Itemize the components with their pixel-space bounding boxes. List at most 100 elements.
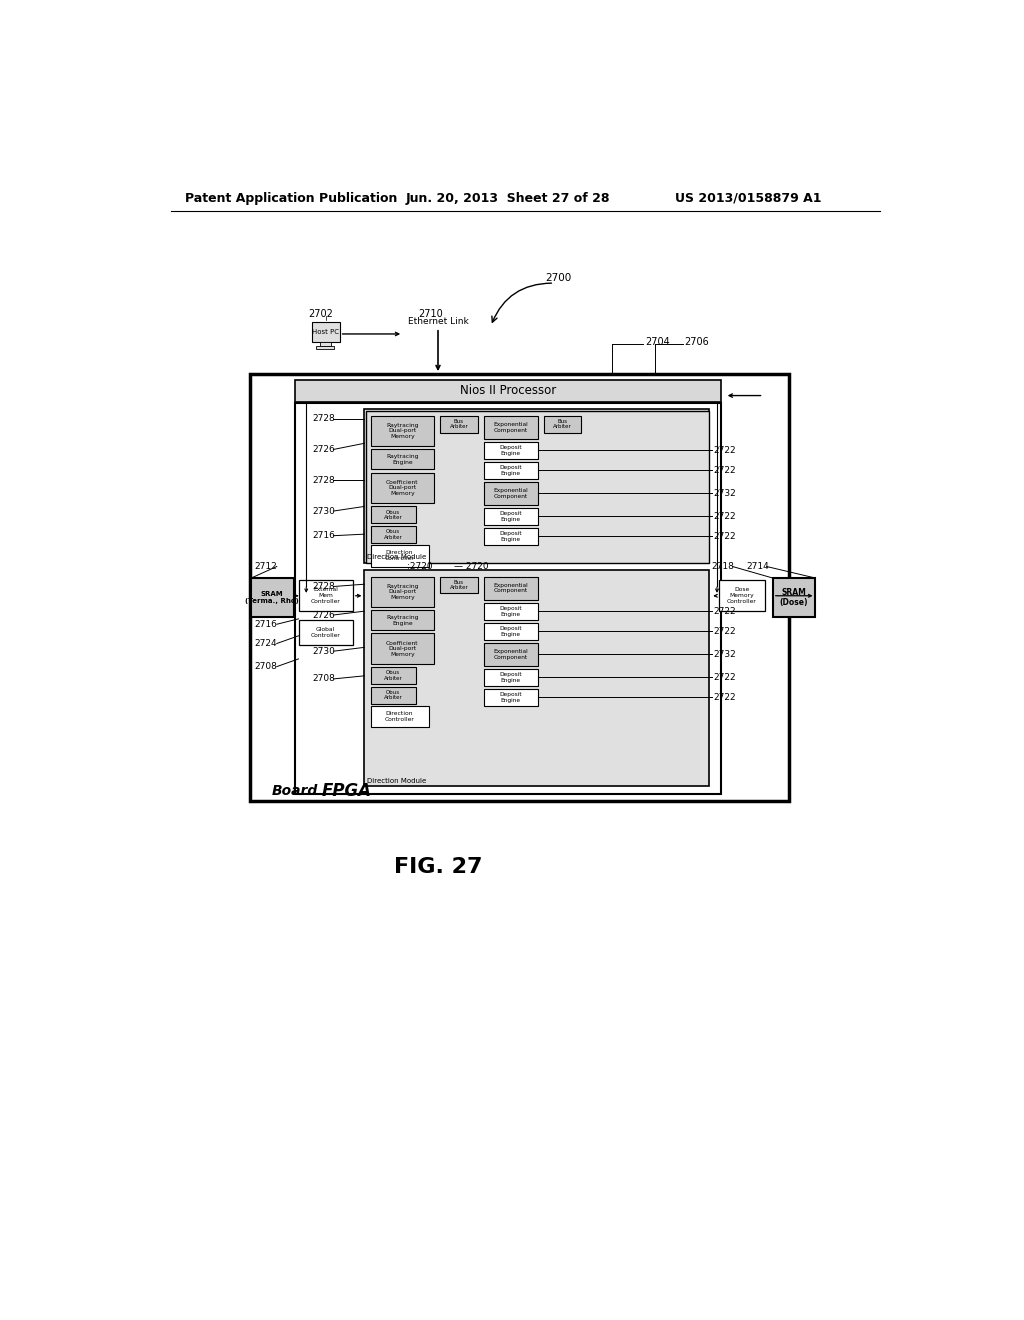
Text: 2724: 2724 — [254, 639, 276, 648]
Bar — [371, 706, 429, 727]
Bar — [371, 416, 434, 446]
Text: 2712: 2712 — [254, 562, 278, 572]
Bar — [483, 416, 538, 438]
Text: Global
Controller: Global Controller — [310, 627, 341, 638]
Bar — [371, 507, 416, 524]
Text: Deposit
Engine: Deposit Engine — [500, 692, 522, 702]
Text: Obus
Arbiter: Obus Arbiter — [384, 510, 402, 520]
Text: 2704: 2704 — [646, 337, 671, 347]
Text: 2718: 2718 — [712, 562, 734, 572]
Text: :2720: :2720 — [407, 562, 432, 572]
Text: 2700: 2700 — [545, 273, 571, 282]
Text: Ethernet Link: Ethernet Link — [408, 317, 468, 326]
Text: Host PC: Host PC — [312, 330, 339, 335]
Text: 2716: 2716 — [254, 620, 278, 628]
Bar — [773, 578, 815, 616]
Bar — [371, 525, 416, 543]
Text: Deposit
Engine: Deposit Engine — [500, 445, 522, 455]
Bar — [719, 581, 765, 611]
Text: Exponential
Component: Exponential Component — [494, 488, 528, 499]
Text: 2716: 2716 — [312, 531, 335, 540]
Bar — [440, 416, 477, 433]
Text: Deposit
Engine: Deposit Engine — [500, 626, 522, 636]
Text: Obus
Arbiter: Obus Arbiter — [384, 689, 402, 701]
Text: FPGA: FPGA — [322, 783, 372, 800]
Bar — [440, 577, 477, 594]
Text: Exponential
Component: Exponential Component — [494, 582, 528, 594]
Text: Raytracing
Dual-port
Memory: Raytracing Dual-port Memory — [386, 583, 419, 601]
Text: Raytracing
Engine: Raytracing Engine — [386, 454, 419, 465]
Bar — [365, 409, 710, 564]
Text: SRAM
(Dose): SRAM (Dose) — [779, 587, 808, 607]
Text: FIG. 27: FIG. 27 — [394, 857, 482, 876]
Text: 2706: 2706 — [684, 337, 710, 347]
Text: 2726: 2726 — [312, 611, 335, 619]
Text: Dose
Memory
Controller: Dose Memory Controller — [727, 587, 757, 605]
Bar — [483, 482, 538, 506]
Text: 2728: 2728 — [312, 582, 335, 591]
Bar — [371, 473, 434, 503]
Text: Deposit
Engine: Deposit Engine — [500, 672, 522, 682]
Text: Coefficient
Dual-port
Memory: Coefficient Dual-port Memory — [386, 479, 419, 496]
Text: Raytracing
Engine: Raytracing Engine — [386, 615, 419, 626]
Text: External
Mem
Controller: External Mem Controller — [310, 587, 341, 605]
Bar — [251, 578, 294, 616]
Bar — [295, 404, 721, 795]
Text: Nios II Processor: Nios II Processor — [460, 384, 556, 397]
Bar — [371, 577, 434, 607]
Text: Exponential
Component: Exponential Component — [494, 421, 528, 433]
Text: Bus
Arbiter: Bus Arbiter — [450, 418, 468, 429]
Text: 2710: 2710 — [419, 309, 443, 319]
Text: US 2013/0158879 A1: US 2013/0158879 A1 — [675, 191, 821, 205]
Text: Deposit
Engine: Deposit Engine — [500, 511, 522, 521]
Bar — [483, 643, 538, 665]
Bar — [483, 577, 538, 599]
Bar — [483, 462, 538, 479]
Bar — [371, 610, 434, 631]
Text: Bus
Arbiter: Bus Arbiter — [553, 418, 572, 429]
Text: Bus
Arbiter: Bus Arbiter — [450, 579, 468, 590]
Bar — [251, 374, 790, 801]
Bar — [366, 411, 710, 564]
Text: 2722: 2722 — [713, 607, 736, 615]
Text: 2722: 2722 — [713, 673, 736, 682]
Text: 2702: 2702 — [308, 309, 333, 319]
Bar — [483, 669, 538, 686]
Bar — [483, 689, 538, 706]
Text: Patent Application Publication: Patent Application Publication — [184, 191, 397, 205]
Text: Direction Module: Direction Module — [368, 554, 427, 560]
Text: Direction Module: Direction Module — [368, 777, 427, 784]
Text: 2730: 2730 — [312, 647, 335, 656]
Text: 2722: 2722 — [713, 512, 736, 521]
Bar — [371, 686, 416, 704]
Text: Obus
Arbiter: Obus Arbiter — [384, 671, 402, 681]
Bar — [299, 620, 352, 645]
Text: Exponential
Component: Exponential Component — [494, 649, 528, 660]
Text: 2722: 2722 — [713, 693, 736, 702]
Text: SRAM
(Terma., Rho): SRAM (Terma., Rho) — [246, 591, 299, 603]
Text: 2732: 2732 — [713, 488, 736, 498]
Bar — [483, 623, 538, 640]
Text: 2708: 2708 — [254, 663, 278, 671]
Text: 2728: 2728 — [312, 475, 335, 484]
Text: Coefficient
Dual-port
Memory: Coefficient Dual-port Memory — [386, 640, 419, 657]
Bar — [321, 342, 331, 346]
Bar — [371, 634, 434, 664]
Bar — [315, 346, 334, 348]
Text: 2732: 2732 — [713, 649, 736, 659]
Text: 2722: 2722 — [713, 532, 736, 541]
Text: 2722: 2722 — [713, 446, 736, 454]
Text: 2722: 2722 — [713, 466, 736, 475]
Bar — [371, 668, 416, 684]
Bar — [371, 545, 429, 566]
Bar — [371, 449, 434, 470]
Bar — [366, 411, 710, 564]
Text: 2722: 2722 — [713, 627, 736, 636]
Bar — [299, 581, 352, 611]
Bar — [311, 322, 340, 342]
Text: Obus
Arbiter: Obus Arbiter — [384, 529, 402, 540]
Text: — 2720: — 2720 — [454, 562, 488, 572]
Bar — [483, 603, 538, 619]
Bar — [483, 508, 538, 525]
Text: Jun. 20, 2013  Sheet 27 of 28: Jun. 20, 2013 Sheet 27 of 28 — [406, 191, 610, 205]
